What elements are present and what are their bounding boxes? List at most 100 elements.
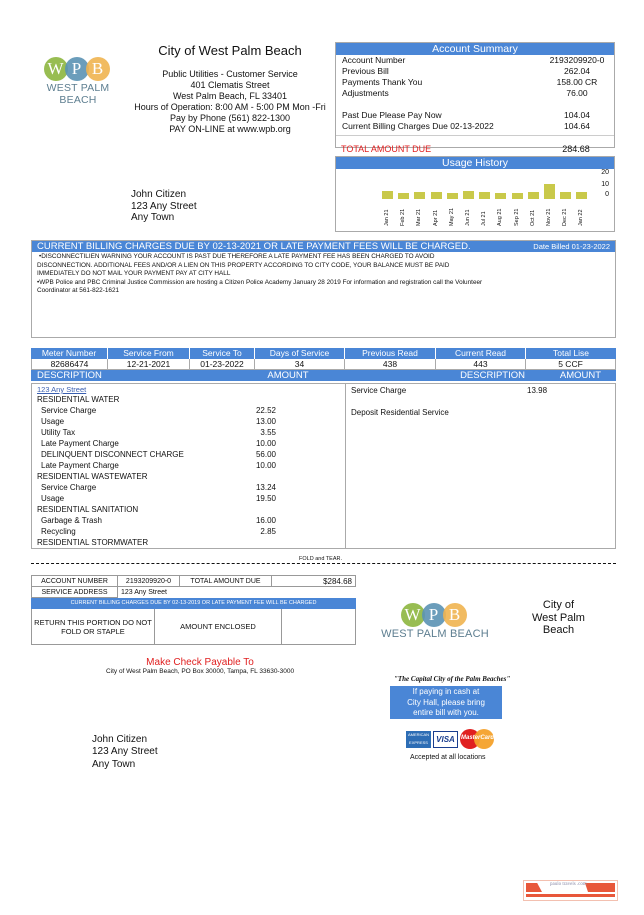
logo-letter: W xyxy=(400,603,425,627)
summary-value: 158.00 CR xyxy=(556,77,598,87)
description-header: DESCRIPTION xyxy=(37,370,102,381)
customer-name: John Citizen xyxy=(131,189,187,200)
visa-icon: VISA xyxy=(433,730,458,748)
charge-label: Late Payment Charge xyxy=(41,461,119,470)
charge-amount xyxy=(242,537,276,548)
charge-label: RESIDENTIAL WATER xyxy=(37,395,120,404)
charge-amount: 10.00 xyxy=(255,439,276,448)
previous-read: 438 xyxy=(345,359,436,370)
service-from: 12-21-2021 xyxy=(108,359,190,370)
notice-line: DISCONNECTION. ADDITIONAL FEES AND/OR A … xyxy=(37,261,450,269)
mailing-address: John Citizen 123 Any Street Any Town xyxy=(92,734,158,771)
y-tick: 0 xyxy=(605,191,609,198)
total-value: 284.68 xyxy=(562,144,590,154)
description-header-right: DESCRIPTION xyxy=(460,370,525,381)
col-service-from: Service From xyxy=(108,348,190,359)
amount-enclosed-field[interactable] xyxy=(282,609,355,644)
city-line: West Palm Beach, FL 33401 xyxy=(172,91,288,101)
accepted-locations: Accepted at all locations xyxy=(410,754,486,761)
amount-enclosed-label: AMOUNT ENCLOSED xyxy=(155,609,282,644)
x-tick-label: Feb 21 xyxy=(400,208,407,226)
usage-bar xyxy=(495,193,507,199)
y-tick: 10 xyxy=(601,181,609,188)
logo-letter: P xyxy=(421,603,446,627)
charge-row: Deposit Residential Service xyxy=(351,407,611,418)
x-tick-label: Jan 21 xyxy=(384,209,390,226)
x-tick-label: Aug 21 xyxy=(497,208,504,226)
summary-value: 76.00 xyxy=(566,88,588,98)
usage-bar xyxy=(527,191,539,199)
payment-stub: ACCOUNT NUMBER 2193209920-0 TOTAL AMOUNT… xyxy=(31,575,356,645)
usage-bar xyxy=(463,190,474,199)
utility-header: City of West Palm Beach Public Utilities… xyxy=(130,43,330,135)
total-amount-due: TOTAL AMOUNT DUE 284.68 xyxy=(335,144,615,154)
x-tick-label: Mar 21 xyxy=(416,208,423,226)
account-summary-title: Account Summary xyxy=(336,43,614,55)
notice-line: IMMEDIATELY DO NOT MAIL YOUR PAYMENT PAY… xyxy=(37,270,231,277)
charge-label: RESIDENTIAL WASTEWATER xyxy=(37,472,148,481)
watermark-text: paulo travels .com xyxy=(550,882,587,887)
notice-header: CURRENT BILLING CHARGES DUE BY 02-13-202… xyxy=(37,241,471,252)
summary-value: 104.64 xyxy=(564,121,590,131)
usage-history-chart: Usage History Jan 21 Feb 21 Mar 21 Apr 21 Ma… xyxy=(335,156,615,232)
charge-row: Usage 19.50 xyxy=(32,493,345,504)
charge-label: Late Payment Charge xyxy=(41,439,119,448)
amex-icon: AMERICAN EXPRESS xyxy=(406,730,431,748)
summary-spacer xyxy=(336,99,614,110)
charge-section: RESIDENTIAL STORMWATER xyxy=(32,537,345,548)
charge-label: Garbage & Trash xyxy=(41,516,102,525)
logo-letter: P xyxy=(64,57,89,81)
cash-note-line: City Hall, please bring xyxy=(407,697,485,707)
chart-plot: Jan 21 Feb 21 Mar 21 Apr 21 May 21 Jun 21 Jul … xyxy=(336,169,614,231)
notice-line: •DISCONNECTILIEN WARNING YOUR ACCOUNT IS… xyxy=(39,253,435,260)
charge-label: Recycling xyxy=(41,527,76,536)
charge-amount: 2.85 xyxy=(260,527,276,536)
charge-amount: 13.00 xyxy=(255,417,276,426)
charge-amount: 22.52 xyxy=(255,406,276,415)
mastercard-icon: MasterCard xyxy=(460,729,496,749)
charge-section: RESIDENTIAL SANITATION xyxy=(32,504,345,515)
check-payable-title: Make Check Payable To xyxy=(146,657,254,668)
hours-line: Hours of Operation: 8:00 AM - 5:00 PM Mo… xyxy=(134,102,326,112)
col-meter-number: Meter Number xyxy=(31,348,108,359)
page-title: City of West Palm Beach xyxy=(158,43,302,58)
x-tick-label: Apr 21 xyxy=(432,209,439,226)
customer-street: 123 Any Street xyxy=(131,200,197,212)
column-divider xyxy=(345,384,346,548)
usage-bar xyxy=(544,184,555,199)
amount-header: AMOUNT xyxy=(267,370,309,381)
service-address-link[interactable]: 123 Any Street xyxy=(37,385,87,394)
charge-row: Utility Tax 3.55 xyxy=(32,427,345,438)
cash-note-line: entire bill with you. xyxy=(413,708,479,717)
summary-label: Account Number xyxy=(342,55,406,65)
wpb-logo-stub: W P B WEST PALM BEACH xyxy=(380,603,490,640)
wpb-logo: W P B WEST PALM BEACH xyxy=(28,57,128,106)
summary-label: Current Billing Charges Due 02-13-2022 xyxy=(342,121,494,131)
x-tick-label: Jul 21 xyxy=(481,211,488,226)
charge-label: Usage xyxy=(41,494,65,503)
watermark-logo: paulo travels .com xyxy=(523,880,618,901)
summary-row: Adjustments 76.00 xyxy=(336,88,614,99)
usage-bar xyxy=(398,193,410,199)
logo-text: WEST PALM BEACH xyxy=(46,82,110,106)
charge-amount: 13.24 xyxy=(255,483,276,492)
summary-value: 104.04 xyxy=(564,110,590,120)
customer-street: 123 Any Street xyxy=(92,745,158,757)
charge-amount: 19.50 xyxy=(255,494,276,503)
city-motto: "The Capital City of the Palm Beaches" xyxy=(394,675,511,683)
usage-bar xyxy=(511,193,523,199)
charge-amount: 16.00 xyxy=(255,516,276,525)
date-billed: Date Billed 01-23-2022 xyxy=(533,242,610,251)
notice-line: Coordinator at 561-822-1621 xyxy=(37,287,120,294)
charge-row: DELINQUENT DISCONNECT CHARGE 56.00 xyxy=(32,449,345,460)
stub-city-name: City of West Palm Beach xyxy=(532,599,585,637)
charge-amount: 10.00 xyxy=(255,461,276,470)
usage-bar xyxy=(560,191,572,199)
usage-bar xyxy=(576,191,588,199)
service-to: 01-23-2022 xyxy=(190,359,255,370)
logo-letter: B xyxy=(85,57,110,81)
charge-label: Service Charge xyxy=(41,406,97,415)
street-line: 401 Clematis Street xyxy=(190,80,270,90)
charge-row: Garbage & Trash 16.00 xyxy=(32,515,345,526)
charge-amount: 3.55 xyxy=(260,428,276,437)
